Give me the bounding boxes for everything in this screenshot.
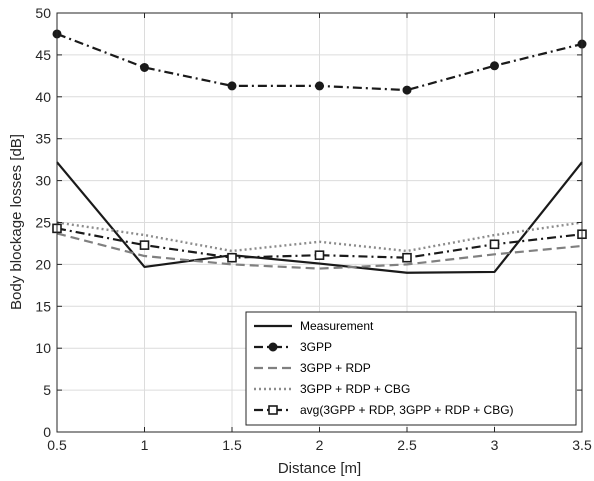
data-point — [227, 81, 237, 91]
y-tick-label: 10 — [35, 340, 51, 356]
legend-item: 3GPP + RDP — [254, 361, 371, 375]
y-tick-label: 50 — [35, 5, 51, 21]
x-tick-label: 1.5 — [222, 437, 242, 453]
y-tick-label: 25 — [35, 215, 51, 231]
series-line — [56, 221, 583, 253]
legend: Measurement 3GPP 3GPP + RDP 3GPP + RDP + CB… — [245, 311, 577, 426]
x-tick-label: 2 — [316, 437, 324, 453]
x-tick-label: 3 — [491, 437, 499, 453]
y-tick-label: 40 — [35, 89, 51, 105]
series-0 — [56, 161, 583, 274]
legend-marker — [268, 342, 278, 352]
data-point — [140, 62, 149, 72]
legend-item: Measurement — [254, 319, 374, 333]
x-tick-label: 2.5 — [397, 437, 417, 453]
y-axis-label: Body blockage losses [dB] — [8, 134, 25, 310]
legend-label: 3GPP — [300, 340, 332, 354]
data-point — [489, 239, 500, 250]
y-tick-label: 5 — [43, 382, 51, 398]
x-tick-label: 1 — [141, 437, 149, 453]
y-tick-label: 45 — [35, 47, 51, 63]
x-tick-label: 0.5 — [47, 437, 67, 453]
data-point — [139, 240, 150, 250]
data-point — [402, 85, 412, 95]
data-point — [402, 252, 412, 263]
data-point — [227, 252, 237, 263]
y-tick-label: 15 — [35, 298, 51, 314]
x-tick-label: 3.5 — [572, 437, 592, 453]
axis-ticks: 0.5 1 1.5 2 2.5 3 3.5 0 5 10 15 20 25 30 35 40 45 50 — [35, 5, 592, 453]
legend-item: avg(3GPP + RDP, 3GPP + RDP + CBG) — [254, 403, 514, 417]
legend-label: avg(3GPP + RDP, 3GPP + RDP + CBG) — [300, 403, 514, 417]
legend-marker — [268, 405, 278, 415]
series-3 — [56, 221, 583, 253]
legend-item: 3GPP + RDP + CBG — [254, 382, 410, 396]
series-1 — [52, 29, 587, 95]
series-line — [56, 232, 583, 270]
x-axis-label: Distance [m] — [278, 460, 361, 477]
y-tick-label: 30 — [35, 173, 51, 189]
series-2 — [56, 232, 583, 270]
legend-label: Measurement — [300, 319, 374, 333]
y-tick-label: 35 — [35, 131, 51, 147]
legend-item: 3GPP — [254, 340, 332, 354]
data-point — [315, 81, 324, 91]
legend-label: 3GPP + RDP — [300, 361, 371, 375]
y-tick-label: 20 — [35, 256, 51, 272]
series-group — [52, 29, 587, 274]
legend-label: 3GPP + RDP + CBG — [300, 382, 410, 396]
data-point — [490, 61, 499, 71]
y-tick-label: 0 — [43, 424, 51, 440]
data-point — [314, 250, 325, 260]
series-line — [56, 161, 583, 274]
legend-box — [245, 311, 577, 426]
